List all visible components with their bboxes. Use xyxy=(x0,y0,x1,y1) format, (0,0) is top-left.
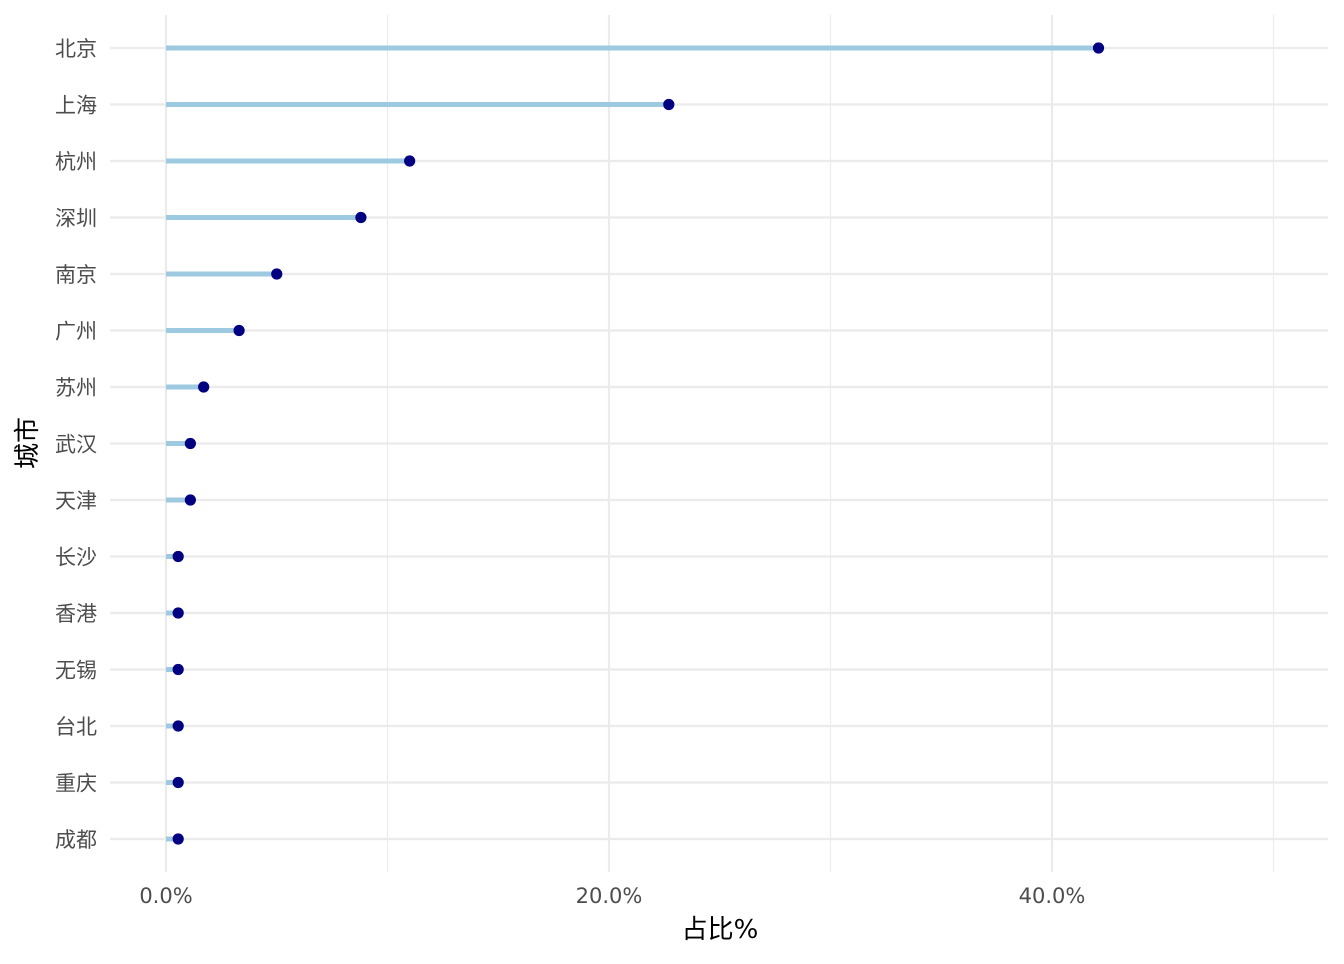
lollipop-point xyxy=(663,98,675,111)
y-tick-label: 天津 xyxy=(55,489,97,513)
y-tick-label: 无锡 xyxy=(55,659,97,683)
lollipop-point xyxy=(1092,42,1105,54)
lollipop-point xyxy=(271,268,283,280)
y-tick-label: 香港 xyxy=(55,602,97,626)
y-tick-label: 北京 xyxy=(55,37,97,61)
lollipop-point xyxy=(172,720,184,732)
y-tick-label: 上海 xyxy=(55,94,97,118)
y-tick-label: 苏州 xyxy=(55,376,97,400)
y-tick-label: 重庆 xyxy=(55,772,97,796)
lollipop-point xyxy=(172,663,184,676)
lollipop-point xyxy=(172,833,184,845)
y-tick-label: 南京 xyxy=(55,263,97,287)
y-tick-label: 深圳 xyxy=(55,207,97,231)
y-tick-label: 长沙 xyxy=(55,546,97,570)
lollipop-point xyxy=(184,437,196,450)
x-tick-label: 20.0% xyxy=(576,884,643,908)
grid xyxy=(110,15,1328,872)
y-tick-label: 台北 xyxy=(55,715,97,739)
lollipop-point xyxy=(172,776,184,789)
y-tick-label: 武汉 xyxy=(55,433,97,457)
x-tick-labels: 0.0% 20.0% 40.0% xyxy=(139,884,1085,908)
y-axis-title: 城市 xyxy=(13,417,43,469)
lollipop-point xyxy=(404,155,416,167)
y-tick-label: 广州 xyxy=(55,320,97,344)
lollipop-point xyxy=(172,607,184,619)
lollipop-point xyxy=(198,381,210,393)
x-axis-title: 占比% xyxy=(682,915,759,945)
lollipop-point xyxy=(233,324,245,337)
x-tick-label: 0.0% xyxy=(139,884,192,908)
lollipop-point xyxy=(184,494,196,506)
y-tick-label: 成都 xyxy=(55,828,97,852)
y-tick-label: 杭州 xyxy=(55,150,97,174)
x-tick-label: 40.0% xyxy=(1019,884,1086,908)
lollipop-point xyxy=(172,550,184,563)
lollipop-point xyxy=(355,211,367,224)
points xyxy=(172,42,1105,845)
